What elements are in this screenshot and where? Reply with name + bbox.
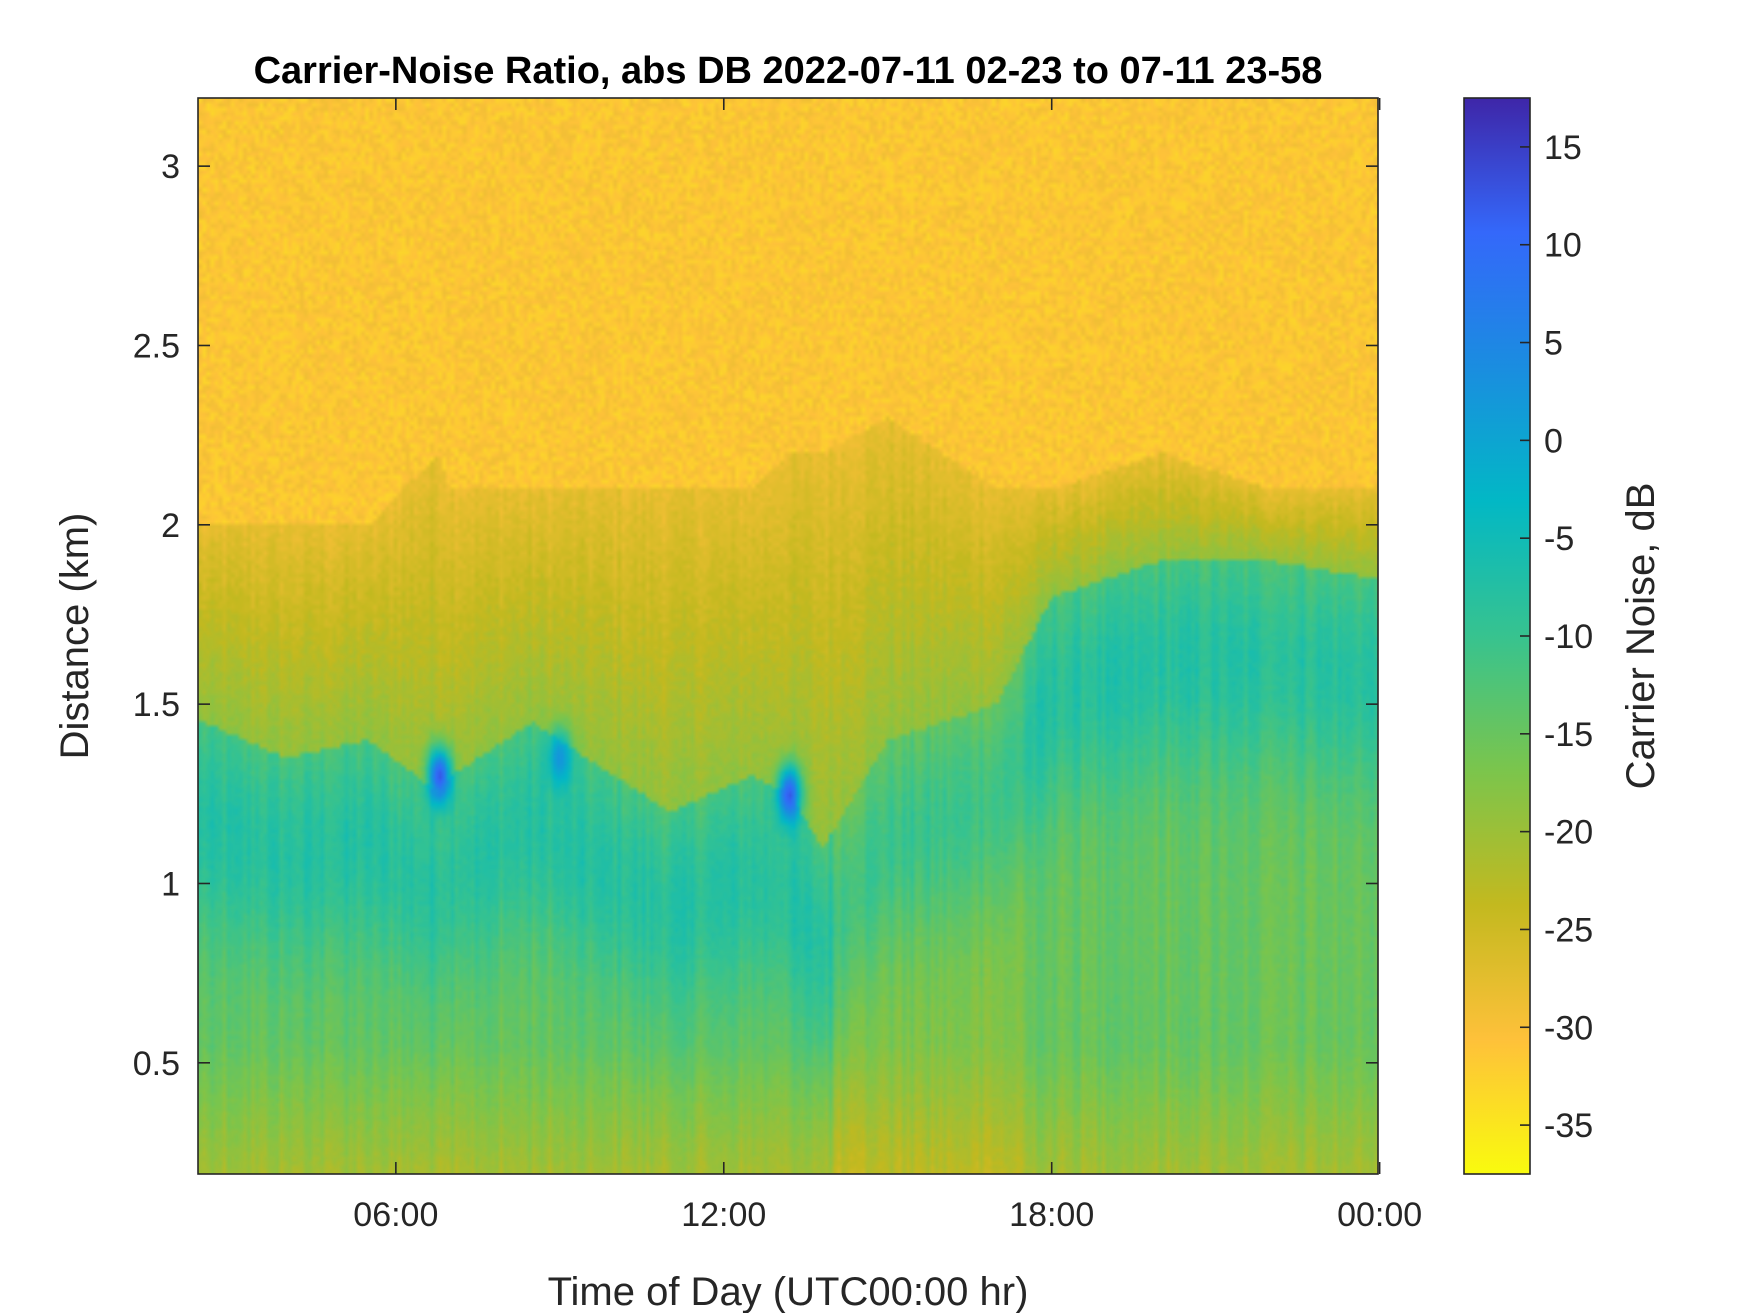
colorbar-tick-label: -10 <box>1544 618 1593 656</box>
heatmap-image <box>198 98 1378 1174</box>
colorbar-label: Carrier Noise, dB <box>1619 483 1663 790</box>
colorbar-tick-label: -5 <box>1544 520 1574 558</box>
y-tick-label: 1.5 <box>133 686 180 724</box>
y-tick-label: 2 <box>161 507 180 545</box>
colorbar-tick-label: 5 <box>1544 325 1563 363</box>
y-tick-label: 1 <box>161 865 180 903</box>
y-axis-ticks: 0.5 1 1.5 2 2.5 3 <box>133 148 1378 1083</box>
colorbar: 15 10 5 0 -5 -10 -15 -20 -25 -30 -35 <box>1463 97 1593 1175</box>
colorbar-tick-label: -35 <box>1544 1107 1593 1145</box>
y-tick-label: 3 <box>161 148 180 186</box>
colorbar-tick-label: -20 <box>1544 814 1593 852</box>
y-tick-label: 0.5 <box>133 1045 180 1083</box>
colorbar-tick-label: -25 <box>1544 911 1593 949</box>
colorbar-tick-label: -30 <box>1544 1009 1593 1047</box>
colorbar-ticks: 15 10 5 0 -5 -10 -15 -20 -25 -30 -35 <box>1520 129 1593 1145</box>
plot-frame <box>197 97 1379 1175</box>
y-axis-label: Distance (km) <box>53 513 97 760</box>
colorbar-tick-label: -15 <box>1544 716 1593 754</box>
colorbar-tick-label: 15 <box>1544 129 1582 167</box>
colorbar-gradient <box>1464 98 1530 1174</box>
chart-title: Carrier-Noise Ratio, abs DB 2022-07-11 0… <box>254 50 1323 92</box>
x-axis-ticks: 06:00 12:00 18:00 00:00 <box>353 98 1422 1234</box>
x-tick-label: 18:00 <box>1009 1196 1094 1234</box>
x-axis-label: Time of Day (UTC00:00 hr) <box>548 1270 1029 1313</box>
colorbar-tick-label: 0 <box>1544 422 1563 460</box>
colorbar-tick-label: 10 <box>1544 227 1582 265</box>
x-tick-label: 00:00 <box>1337 1196 1422 1234</box>
y-tick-label: 2.5 <box>133 327 180 365</box>
x-tick-label: 12:00 <box>681 1196 766 1234</box>
x-tick-label: 06:00 <box>353 1196 438 1234</box>
plot-area <box>197 97 1379 1175</box>
